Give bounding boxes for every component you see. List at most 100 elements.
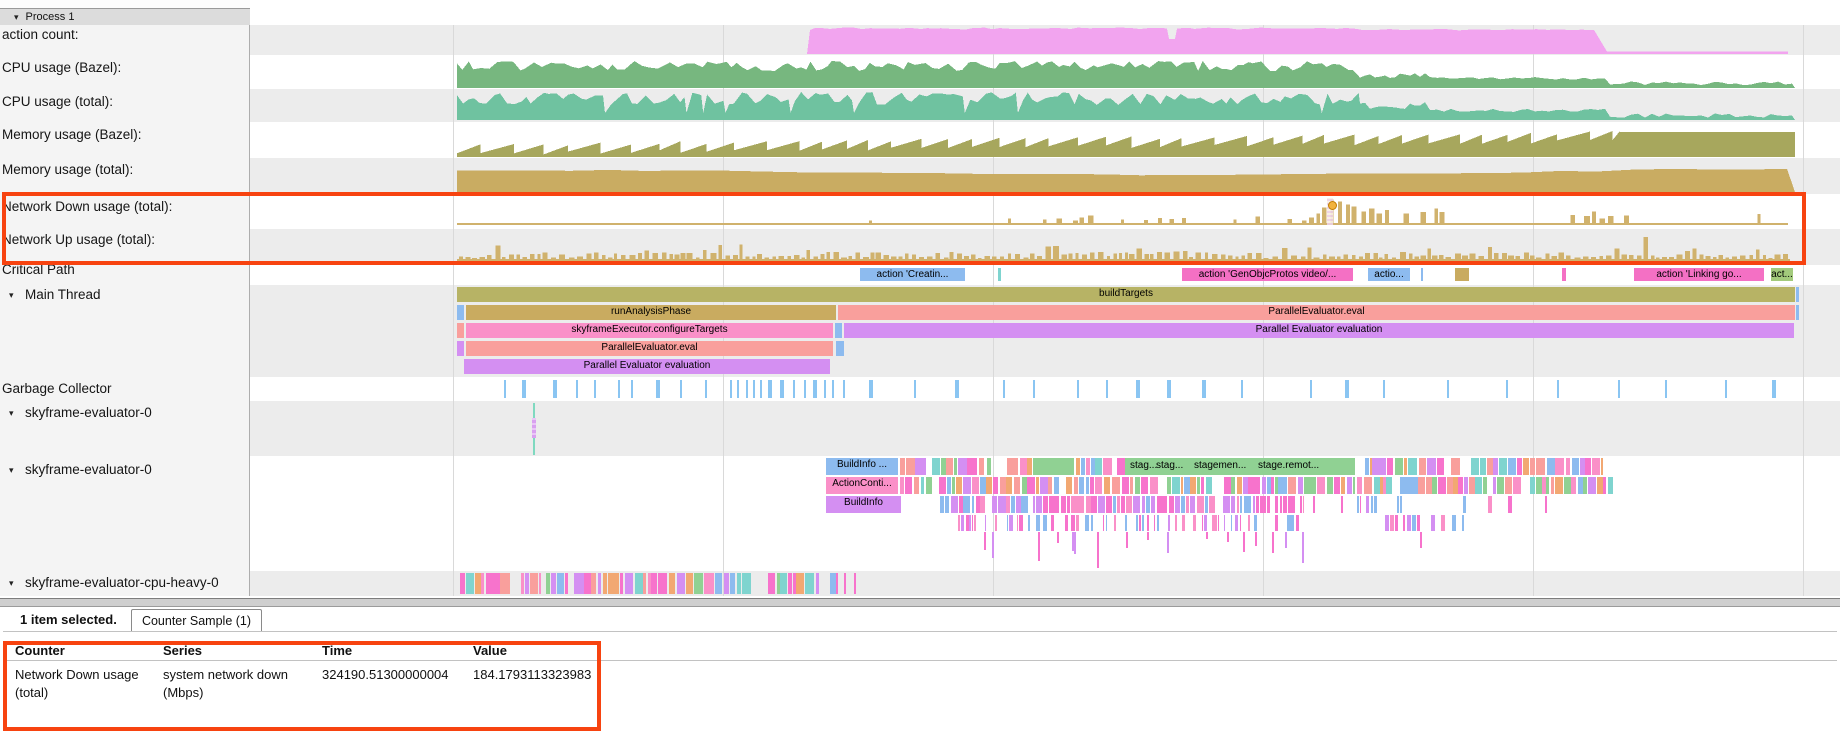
dense-slice[interactable] — [995, 515, 998, 531]
dense-slice[interactable] — [521, 573, 525, 594]
dense-slice[interactable] — [1021, 496, 1028, 513]
dense-slice[interactable] — [967, 458, 978, 475]
dense-slice[interactable] — [1373, 477, 1381, 494]
dense-slice[interactable] — [1412, 477, 1418, 494]
gc-tick[interactable] — [730, 380, 733, 398]
dense-slice[interactable] — [1382, 458, 1387, 475]
gc-tick[interactable] — [842, 380, 845, 398]
main-thread-slice[interactable] — [836, 341, 844, 356]
dense-slice[interactable] — [1223, 477, 1232, 494]
dense-slice[interactable] — [1146, 496, 1150, 513]
dense-slice[interactable] — [1303, 496, 1305, 513]
dense-slice[interactable] — [1487, 496, 1492, 513]
hanging-slice[interactable] — [1285, 532, 1288, 548]
hanging-slice[interactable] — [1226, 532, 1229, 542]
dense-slice[interactable] — [925, 477, 933, 494]
dense-slice[interactable] — [1418, 477, 1425, 494]
dense-slice[interactable] — [1147, 515, 1150, 531]
dense-slice[interactable] — [1395, 515, 1399, 531]
hanging-slice[interactable] — [1271, 532, 1274, 553]
dense-slice[interactable] — [844, 573, 846, 594]
dense-slice[interactable] — [1113, 496, 1117, 513]
gc-tick[interactable] — [1344, 380, 1349, 398]
dense-slice[interactable] — [1009, 515, 1013, 531]
dense-slice[interactable] — [1580, 458, 1585, 475]
hanging-slice[interactable] — [1057, 532, 1060, 544]
dense-slice[interactable] — [1517, 458, 1523, 475]
dense-slice[interactable] — [1341, 477, 1346, 494]
dense-slice[interactable] — [1168, 515, 1171, 531]
gc-tick[interactable] — [553, 380, 558, 398]
dense-slice[interactable] — [1471, 458, 1479, 475]
dense-slice[interactable] — [1359, 496, 1361, 513]
dense-slice[interactable] — [1603, 477, 1607, 494]
dense-slice[interactable] — [1365, 496, 1369, 513]
dense-slice[interactable] — [1103, 458, 1113, 475]
dense-slice[interactable] — [1196, 496, 1204, 513]
dense-slice[interactable] — [642, 573, 647, 594]
dense-slice[interactable] — [1513, 477, 1522, 494]
dense-slice[interactable] — [1084, 515, 1089, 531]
dense-slice[interactable] — [1383, 477, 1387, 494]
dense-slice[interactable] — [591, 573, 597, 594]
gc-tick[interactable] — [618, 380, 621, 398]
dense-slice[interactable] — [1266, 496, 1270, 513]
dense-slice[interactable] — [1486, 458, 1490, 475]
hanging-slice[interactable] — [1243, 532, 1246, 552]
skyframe2-slice[interactable] — [1033, 458, 1074, 475]
dense-slice[interactable] — [565, 573, 568, 594]
dense-slice[interactable] — [1380, 477, 1383, 494]
dense-slice[interactable] — [492, 573, 500, 594]
chart-network-up[interactable] — [457, 234, 1795, 263]
track-label[interactable]: action count: — [2, 27, 79, 42]
gc-tick[interactable] — [1309, 380, 1312, 398]
dense-slice[interactable] — [1453, 477, 1458, 494]
gc-tick[interactable] — [704, 380, 707, 398]
dense-slice[interactable] — [1095, 458, 1100, 475]
track-label[interactable]: Network Down usage (total): — [2, 199, 173, 214]
dense-slice[interactable] — [1036, 477, 1039, 494]
dense-slice[interactable] — [1091, 496, 1098, 513]
critical-path-slice[interactable]: action 'Linking go... — [1634, 268, 1764, 281]
skyframe2-slice[interactable]: ActionConti... — [826, 477, 898, 494]
dense-slice[interactable] — [804, 573, 815, 594]
gc-tick[interactable] — [1166, 380, 1171, 398]
dense-slice[interactable] — [551, 573, 556, 594]
dense-slice[interactable] — [1162, 496, 1168, 513]
dense-slice[interactable] — [945, 458, 953, 475]
dense-slice[interactable] — [1006, 515, 1008, 531]
dense-slice[interactable] — [1141, 477, 1148, 494]
dense-slice[interactable] — [685, 573, 693, 594]
main-thread-slice[interactable]: buildTargets — [457, 287, 1795, 302]
dense-slice[interactable] — [1341, 496, 1343, 513]
dense-slice[interactable] — [1251, 477, 1260, 494]
dense-slice[interactable] — [1053, 477, 1059, 494]
chart-network-down[interactable] — [457, 198, 1795, 227]
dense-slice[interactable] — [779, 573, 788, 594]
dense-slice[interactable] — [1450, 458, 1460, 475]
skyframe2-slice[interactable]: BuildInfo ... — [826, 458, 898, 475]
dense-slice[interactable] — [1416, 515, 1421, 531]
dense-slice[interactable] — [1099, 458, 1102, 475]
track-label[interactable]: skyframe-evaluator-0 — [25, 405, 152, 420]
dense-slice[interactable] — [1039, 477, 1048, 494]
main-thread-slice[interactable]: runAnalysisPhase — [466, 305, 836, 320]
dense-slice[interactable] — [1372, 458, 1382, 475]
dense-slice[interactable] — [1142, 515, 1144, 531]
dense-slice[interactable] — [1106, 496, 1113, 513]
dense-slice[interactable] — [1211, 515, 1215, 531]
dense-slice[interactable] — [1117, 496, 1121, 513]
dense-slice[interactable] — [1394, 458, 1403, 475]
dense-slice[interactable] — [485, 573, 493, 594]
dense-slice[interactable] — [905, 458, 915, 475]
dense-slice[interactable] — [1209, 496, 1216, 513]
dense-slice[interactable] — [1116, 458, 1125, 475]
hanging-slice[interactable] — [983, 532, 986, 550]
timeline-track-area[interactable]: action 'Creatin... action 'GenObjcProtos … — [250, 0, 1840, 596]
dense-slice[interactable] — [1007, 458, 1019, 475]
hanging-slice[interactable] — [1301, 532, 1304, 563]
dense-slice[interactable] — [1480, 458, 1487, 475]
dense-slice[interactable] — [952, 477, 956, 494]
dense-slice[interactable] — [651, 573, 658, 594]
gc-tick[interactable] — [1136, 380, 1141, 398]
